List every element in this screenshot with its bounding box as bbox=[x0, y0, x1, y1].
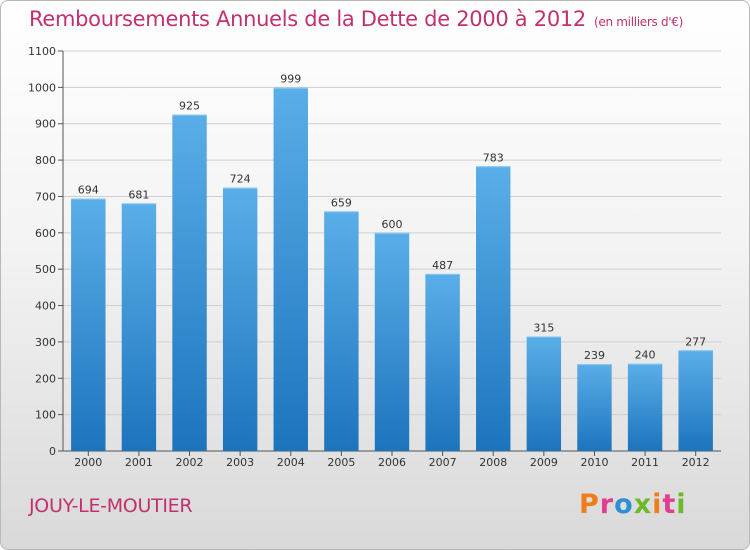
y-tick-label: 600 bbox=[35, 227, 56, 240]
x-tick-label: 2008 bbox=[479, 456, 507, 469]
bar bbox=[222, 187, 258, 451]
y-tick-label: 1100 bbox=[28, 45, 56, 58]
bar bbox=[476, 166, 511, 452]
data-label: 999 bbox=[280, 73, 301, 86]
data-label: 315 bbox=[533, 321, 554, 334]
y-tick-label: 800 bbox=[35, 154, 56, 167]
logo-letter: x bbox=[633, 489, 653, 520]
bar bbox=[577, 364, 612, 451]
chart-title: Remboursements Annuels de la Dette de 20… bbox=[29, 7, 683, 31]
data-label: 239 bbox=[584, 349, 605, 362]
bar bbox=[121, 203, 157, 451]
bar bbox=[324, 211, 359, 451]
x-tick-label: 2011 bbox=[631, 456, 659, 469]
data-label: 277 bbox=[685, 335, 706, 348]
x-tick-label: 2007 bbox=[429, 456, 457, 469]
bar bbox=[71, 198, 106, 451]
bar bbox=[678, 350, 713, 451]
x-tick-label: 2000 bbox=[74, 456, 102, 469]
logo-letter: P bbox=[579, 489, 600, 520]
bar bbox=[374, 232, 410, 451]
y-tick-label: 1000 bbox=[28, 81, 56, 94]
data-label: 724 bbox=[230, 173, 251, 186]
y-tick-label: 700 bbox=[35, 190, 56, 203]
x-tick-label: 2001 bbox=[125, 456, 153, 469]
proxiti-logo[interactable]: Proxiti bbox=[579, 489, 687, 520]
logo-letter: i bbox=[676, 489, 687, 520]
bar bbox=[526, 336, 562, 451]
bar-layer bbox=[71, 87, 713, 452]
data-label: 240 bbox=[635, 349, 656, 362]
city-name: JOUY-LE-MOUTIER bbox=[29, 495, 193, 517]
axis-layer: 0 100 200 300 400 500 600 700 800 900 1000 1100 bbox=[28, 45, 721, 458]
data-label: 694 bbox=[78, 184, 99, 197]
label-layer: 2000 694 2001 681 2002 925 2003 724 2004 999 2005 6… bbox=[74, 73, 709, 469]
x-tick-label: 2004 bbox=[277, 456, 305, 469]
x-tick-label: 2002 bbox=[176, 456, 204, 469]
y-tick-label: 200 bbox=[35, 372, 56, 385]
data-label: 681 bbox=[128, 188, 149, 201]
logo-letter: t bbox=[662, 489, 677, 520]
bar bbox=[425, 273, 460, 451]
x-tick-label: 2006 bbox=[378, 456, 406, 469]
x-tick-label: 2012 bbox=[682, 456, 710, 469]
y-tick-label: 0 bbox=[49, 445, 56, 458]
data-label: 925 bbox=[179, 100, 200, 113]
x-tick-label: 2009 bbox=[530, 456, 558, 469]
data-label: 659 bbox=[331, 196, 352, 209]
bar bbox=[627, 363, 663, 451]
bar bbox=[172, 114, 207, 452]
chart-title-text: Remboursements Annuels de la Dette de 20… bbox=[29, 7, 586, 31]
bar bbox=[273, 87, 308, 452]
x-tick-label: 2010 bbox=[580, 456, 608, 469]
logo-letter: i bbox=[652, 489, 663, 520]
data-label: 487 bbox=[432, 259, 453, 272]
x-tick-label: 2005 bbox=[327, 456, 355, 469]
y-tick-label: 500 bbox=[35, 263, 56, 276]
y-tick-label: 900 bbox=[35, 118, 56, 131]
logo-letter: o bbox=[614, 489, 634, 520]
data-label: 600 bbox=[382, 218, 403, 231]
y-tick-label: 400 bbox=[35, 300, 56, 313]
x-tick-label: 2003 bbox=[226, 456, 254, 469]
data-label: 783 bbox=[483, 151, 504, 164]
chart-subtitle: (en milliers d'€) bbox=[594, 15, 684, 29]
y-tick-label: 100 bbox=[35, 409, 56, 422]
logo-letter: r bbox=[599, 489, 615, 520]
y-tick-label: 300 bbox=[35, 336, 56, 349]
